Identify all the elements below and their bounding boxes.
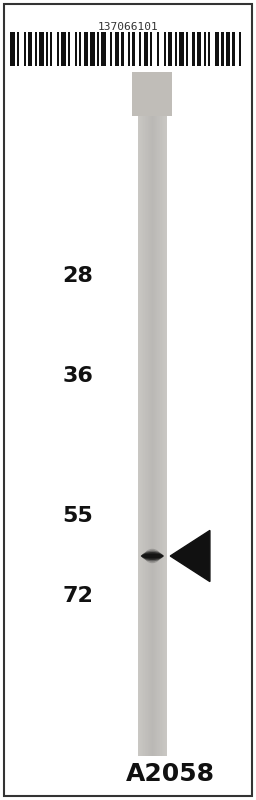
Bar — [143, 92, 144, 756]
Text: 55: 55 — [63, 506, 93, 526]
Ellipse shape — [144, 549, 160, 563]
Bar — [158, 92, 159, 756]
Bar — [144, 92, 145, 756]
Bar — [162, 92, 163, 756]
Bar — [152, 92, 153, 756]
Bar — [159, 92, 160, 756]
Bar — [168, 32, 173, 66]
Bar — [165, 92, 166, 756]
Bar — [153, 92, 154, 756]
Bar — [115, 32, 119, 66]
Ellipse shape — [141, 552, 163, 560]
Ellipse shape — [141, 554, 164, 558]
Bar — [146, 92, 147, 756]
Text: A2058: A2058 — [126, 762, 215, 786]
Bar — [101, 32, 106, 66]
Bar — [153, 92, 154, 756]
Bar — [140, 92, 141, 756]
Bar — [175, 32, 177, 66]
Bar — [139, 32, 141, 66]
Text: 72: 72 — [62, 586, 93, 606]
Bar — [148, 92, 149, 756]
Bar — [147, 92, 148, 756]
Bar — [166, 92, 167, 756]
Bar — [150, 32, 152, 66]
Bar — [157, 92, 158, 756]
Bar — [156, 92, 157, 756]
Bar — [138, 92, 139, 756]
Bar — [164, 32, 166, 66]
Text: 36: 36 — [62, 366, 93, 386]
Bar — [149, 92, 150, 756]
Bar — [208, 32, 210, 66]
Bar — [61, 32, 66, 66]
Bar — [97, 32, 99, 66]
Bar — [151, 92, 152, 756]
Bar — [186, 32, 188, 66]
Bar — [156, 92, 157, 756]
Bar — [39, 32, 44, 66]
Bar — [140, 92, 141, 756]
Bar — [24, 32, 26, 66]
Bar — [50, 32, 52, 66]
Bar — [147, 92, 148, 756]
Bar — [155, 92, 156, 756]
Bar — [132, 32, 135, 66]
Bar — [221, 32, 223, 66]
Bar — [139, 92, 140, 756]
Bar — [144, 32, 148, 66]
Bar — [150, 92, 151, 756]
Bar — [46, 32, 48, 66]
Bar — [193, 32, 195, 66]
Bar — [179, 32, 184, 66]
Bar — [79, 32, 81, 66]
Bar — [215, 32, 219, 66]
Bar — [143, 92, 144, 756]
Bar — [10, 32, 15, 66]
Bar — [141, 92, 142, 756]
Bar — [57, 32, 59, 66]
Bar — [166, 92, 167, 756]
Bar — [204, 32, 206, 66]
Bar — [162, 92, 163, 756]
Polygon shape — [170, 530, 210, 582]
Bar — [157, 32, 159, 66]
Text: 28: 28 — [62, 266, 93, 286]
Bar — [151, 92, 152, 756]
Ellipse shape — [143, 550, 162, 562]
Bar — [28, 32, 33, 66]
Bar — [75, 32, 77, 66]
Bar — [164, 92, 165, 756]
Bar — [110, 32, 112, 66]
Bar — [68, 32, 70, 66]
Bar — [158, 92, 159, 756]
Bar — [226, 32, 230, 66]
Bar — [163, 92, 164, 756]
Bar — [197, 32, 201, 66]
Bar — [142, 92, 143, 756]
Bar — [157, 92, 158, 756]
Bar — [232, 32, 235, 66]
Bar — [90, 32, 95, 66]
Bar — [146, 92, 147, 756]
Bar — [83, 32, 88, 66]
Bar — [164, 92, 165, 756]
Bar — [161, 92, 162, 756]
Bar — [145, 92, 146, 756]
Bar — [145, 92, 146, 756]
Bar — [141, 92, 142, 756]
Bar — [121, 32, 124, 66]
Bar — [160, 92, 161, 756]
Bar — [128, 32, 130, 66]
Bar — [163, 92, 164, 756]
Bar — [154, 92, 155, 756]
Bar — [132, 72, 172, 116]
Bar — [35, 32, 37, 66]
Bar — [152, 92, 153, 756]
Bar — [142, 92, 143, 756]
Bar — [239, 32, 241, 66]
Bar — [17, 32, 19, 66]
Text: 137066101: 137066101 — [98, 22, 158, 32]
